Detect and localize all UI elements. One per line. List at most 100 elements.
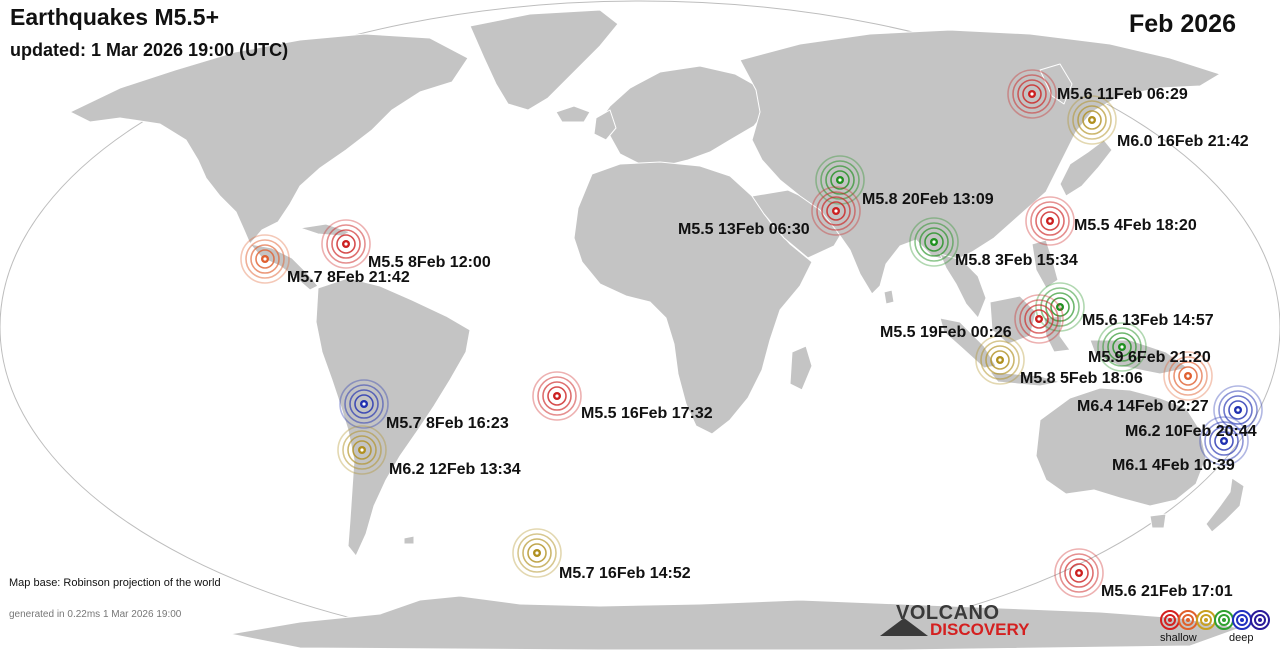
marker-ring [347,435,377,465]
earthquake-marker[interactable] [1035,282,1085,332]
earthquake-label[interactable]: M5.7 8Feb 21:42 [287,269,410,286]
earthquake-marker[interactable] [1067,95,1117,145]
earthquake-label[interactable]: M5.5 8Feb 12:00 [368,254,491,271]
earthquake-marker[interactable] [337,425,387,475]
earthquake-marker[interactable] [321,219,371,269]
earthquake-label[interactable]: M5.5 4Feb 18:20 [1074,217,1197,234]
marker-ring [337,425,387,475]
marker-ring [1199,416,1249,466]
south-america [315,277,471,557]
marker-ring [1228,400,1248,420]
greenland [469,9,619,111]
earthquake-marker[interactable] [1163,351,1213,401]
marker-ring [1017,79,1047,109]
earthquake-label[interactable]: M5.6 13Feb 14:57 [1082,312,1214,329]
earthquake-marker[interactable] [1014,294,1064,344]
legend-dot [1258,618,1262,622]
legend-dot [1186,618,1190,622]
volcano-discovery-logo[interactable]: VOLCANO DISCOVERY [880,602,1040,642]
earthquake-marker[interactable] [1097,322,1147,372]
earthquake-label[interactable]: M6.2 12Feb 13:34 [389,461,521,478]
marker-ring [1024,304,1054,334]
central-america [249,243,319,291]
marker-ring [826,201,846,221]
earthquake-label[interactable]: M5.5 16Feb 17:32 [581,405,713,422]
earthquake-label[interactable]: M5.9 6Feb 21:20 [1088,349,1211,366]
earthquake-marker[interactable] [532,371,582,421]
marker-ring [1040,211,1060,231]
marker-ring [547,386,567,406]
marker-ring [542,381,572,411]
marker-ring [532,371,582,421]
marker-ring [1067,95,1117,145]
earthquake-marker[interactable] [339,379,389,429]
marker-ring [1050,297,1070,317]
generated-note: generated in 0.22ms 1 Mar 2026 19:00 [9,609,182,620]
marker-ring [1213,385,1263,435]
marker-ring [245,239,285,279]
marker-ring [1168,356,1208,396]
marker-center-dot [838,178,842,182]
earthquake-label[interactable]: M6.2 10Feb 20:44 [1125,423,1257,440]
kamchatka [1039,63,1073,105]
earthquake-marker[interactable] [1007,69,1057,119]
marker-ring [255,249,275,269]
legend-ring [1236,614,1248,626]
earthquake-marker[interactable] [1199,416,1249,466]
europe [599,65,769,167]
legend-ring [1250,610,1270,630]
marker-ring [815,155,865,205]
marker-ring [1097,322,1147,372]
marker-ring [1178,366,1198,386]
indochina [939,253,987,319]
marker-ring [1223,395,1253,425]
earthquake-label[interactable]: M5.8 5Feb 18:06 [1020,370,1143,387]
earthquake-marker[interactable] [512,528,562,578]
tasmania [1149,513,1167,529]
earthquake-label[interactable]: M6.4 14Feb 02:27 [1077,398,1209,415]
earthquake-marker[interactable] [815,155,865,205]
marker-ring [1012,74,1052,114]
marker-ring [537,376,577,416]
earthquake-label[interactable]: M6.1 4Feb 10:39 [1112,457,1235,474]
earthquake-label[interactable]: M5.7 8Feb 16:23 [386,415,509,432]
earthquake-label[interactable]: M5.5 13Feb 06:30 [678,221,810,238]
earthquake-label[interactable]: M6.0 16Feb 21:42 [1117,133,1249,150]
legend-ring [1254,614,1266,626]
falklands [403,535,415,545]
marker-ring [1069,563,1089,583]
asia [739,29,1221,295]
marker-ring [985,345,1015,375]
marker-ring [240,234,290,284]
earthquake-marker[interactable] [975,335,1025,385]
marker-ring [1209,426,1239,456]
marker-ring [811,186,861,236]
legend-shallow-label: shallow [1160,632,1197,644]
marker-center-dot [344,242,348,246]
marker-ring [1163,351,1213,401]
earthquake-marker[interactable] [811,186,861,236]
marker-center-dot [535,551,539,555]
earthquake-label[interactable]: M5.5 19Feb 00:26 [880,324,1012,341]
earthquake-marker[interactable] [909,217,959,267]
brand-line2: DISCOVERY [930,620,1030,639]
marker-ring [336,234,356,254]
earthquake-marker[interactable] [1054,548,1104,598]
marker-ring [344,384,384,424]
marker-center-dot [263,257,267,261]
earthquake-marker[interactable] [1025,196,1075,246]
legend-ring [1182,614,1194,626]
earthquake-label[interactable]: M5.7 16Feb 14:52 [559,565,691,582]
earthquake-label[interactable]: M5.6 11Feb 06:29 [1057,86,1188,103]
earthquake-label[interactable]: M5.6 21Feb 17:01 [1101,583,1233,600]
north-america [69,33,469,245]
earthquake-marker[interactable] [240,234,290,284]
earthquake-label[interactable]: M5.8 3Feb 15:34 [955,252,1078,269]
australia [1035,387,1207,507]
marker-center-dot [1120,345,1124,349]
legend-deep-label: deep [1229,632,1254,644]
marker-ring [527,543,547,563]
earthquake-label[interactable]: M5.8 20Feb 13:09 [862,191,994,208]
volcano-icon [880,618,928,636]
marker-ring [1072,100,1112,140]
